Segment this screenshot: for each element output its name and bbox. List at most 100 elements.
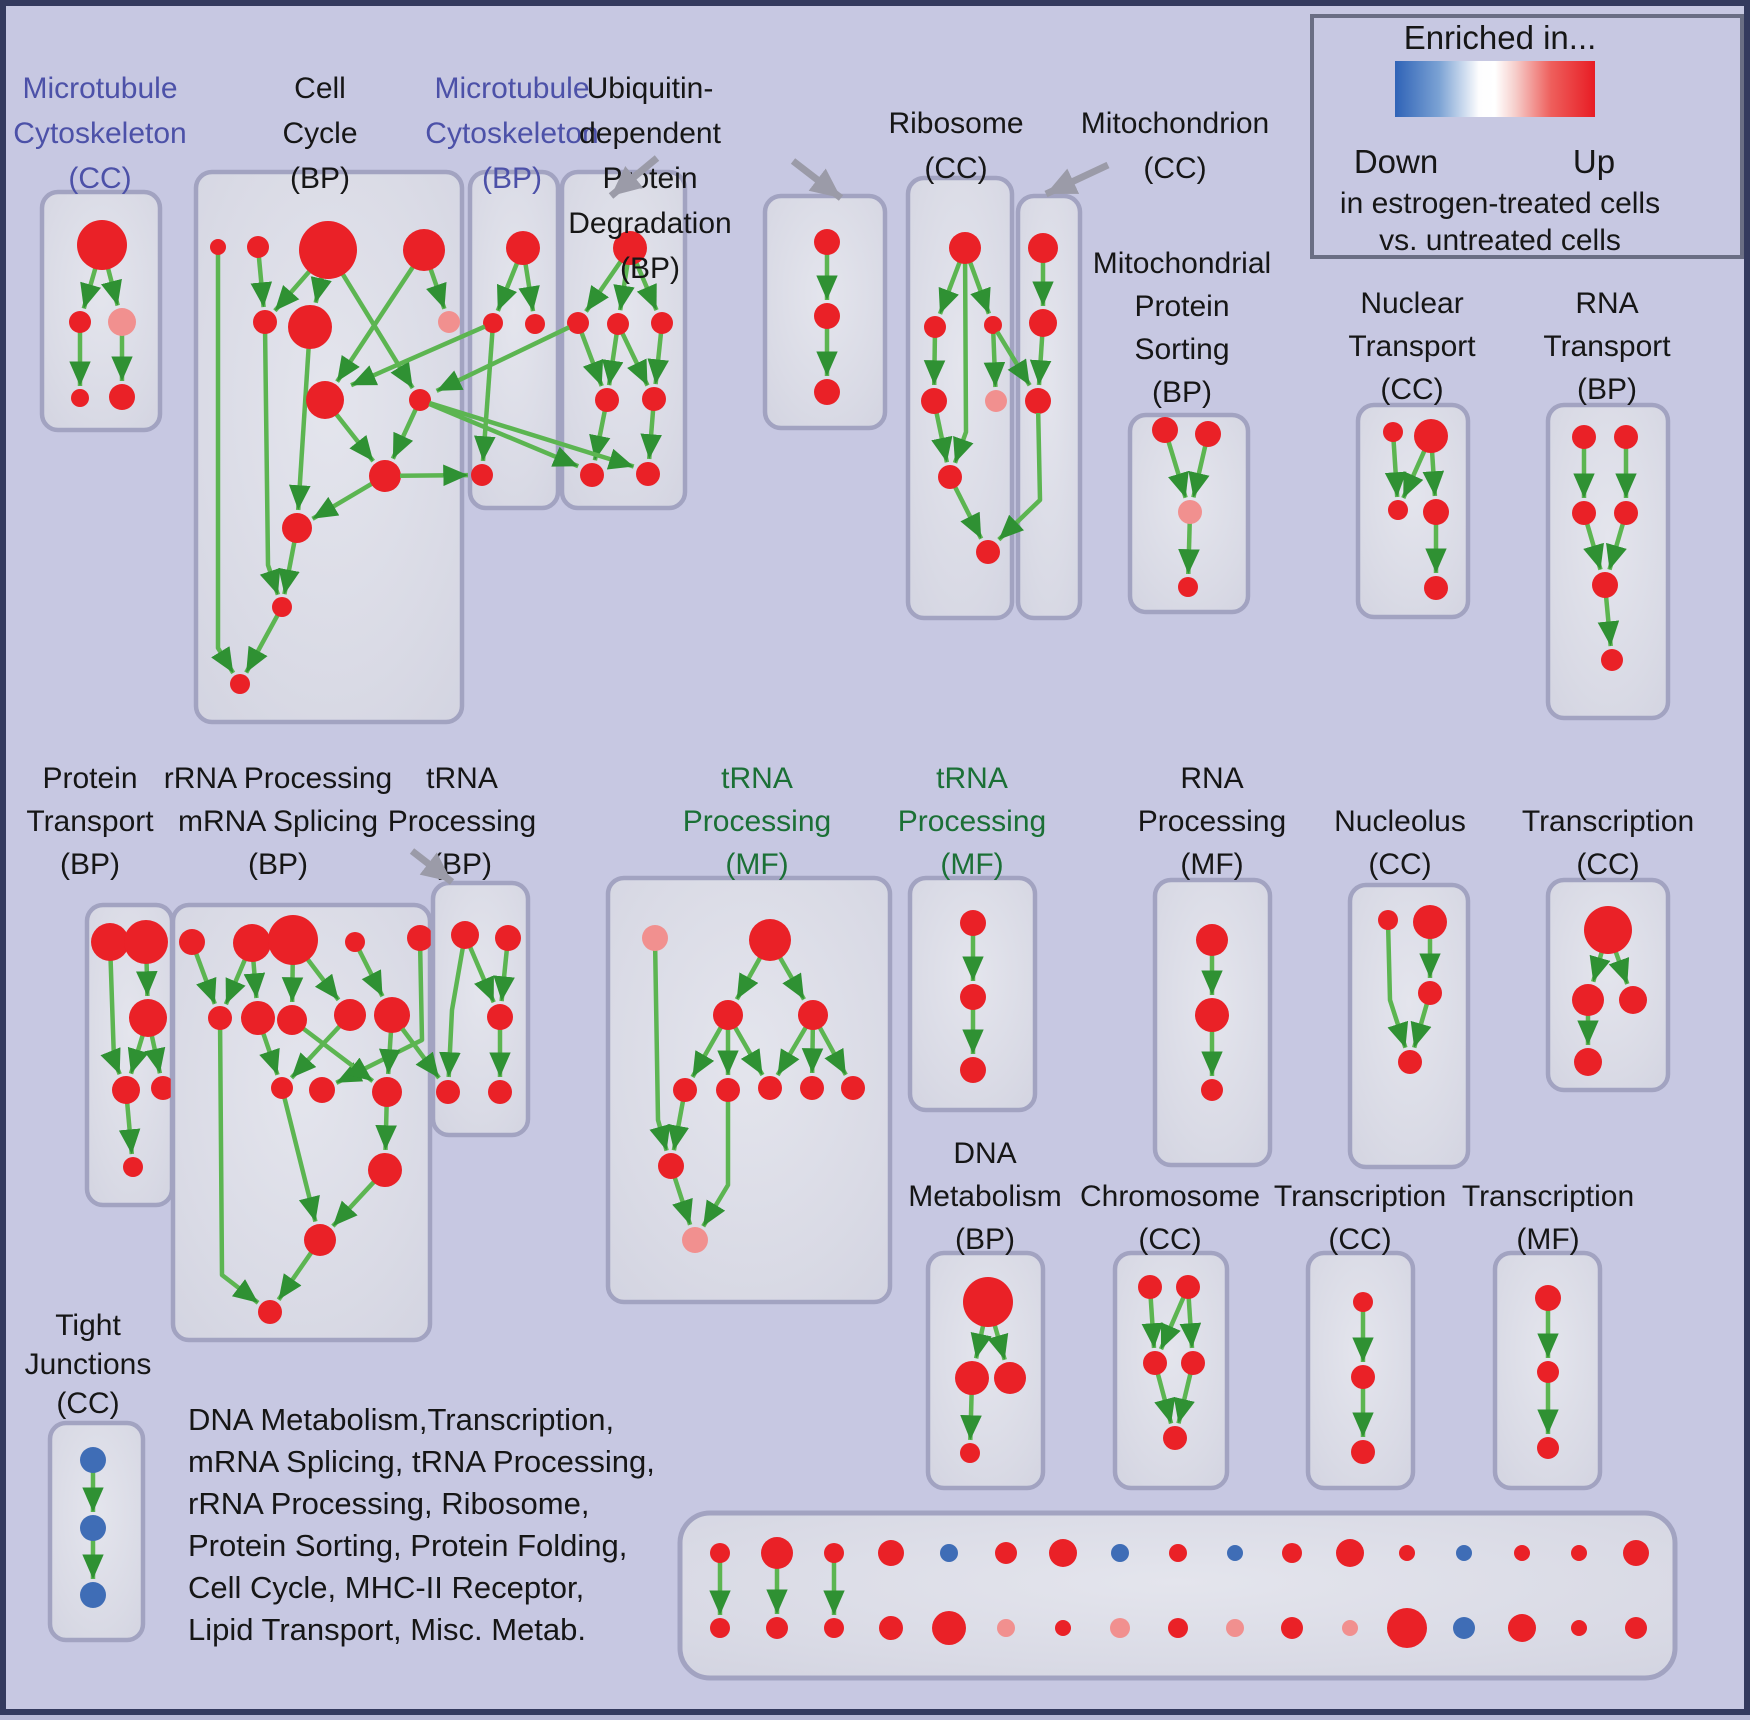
cluster-label-mitochondrion: Mitochondrion	[1081, 107, 1269, 140]
edge	[775, 1025, 808, 1077]
edge	[495, 262, 520, 312]
edge	[289, 347, 311, 511]
graph-node	[80, 1447, 106, 1473]
cluster-label-microtubule-bp: (BP)	[482, 162, 542, 195]
cluster-label-cell-cycle: Cycle	[282, 117, 357, 150]
graph-node	[1537, 1361, 1559, 1383]
graph-node	[994, 1362, 1026, 1394]
graph-node	[1571, 1545, 1587, 1561]
cluster-label-mito-protein-sorting: (BP)	[1152, 376, 1212, 409]
cluster-rna-processing-mf: RNA Processing (MF)	[1138, 762, 1286, 1168]
edge	[952, 262, 974, 464]
edge	[474, 331, 496, 462]
graph-node	[580, 463, 604, 487]
edge	[400, 1027, 441, 1080]
edge	[217, 1028, 260, 1305]
edge	[1422, 451, 1445, 497]
graph-node	[1623, 1540, 1649, 1566]
graph-node	[1508, 1614, 1536, 1642]
edge	[211, 254, 236, 675]
cluster-ribosome: Ribosome (CC)	[888, 107, 1024, 621]
graph-node	[1574, 1048, 1602, 1076]
edge	[1597, 596, 1620, 647]
graph-node	[309, 1077, 335, 1103]
cluster-label-cell-cycle: Cell	[294, 72, 346, 105]
edge	[289, 1024, 342, 1080]
cluster-label-protein-transport: (BP)	[60, 848, 120, 881]
bottom-pairs-cluster	[677, 1510, 1678, 1681]
graph-node	[1110, 1618, 1130, 1638]
cluster-transcription-cc-row3: Transcription (CC)	[1274, 1180, 1446, 1491]
graph-node	[716, 1078, 740, 1102]
cluster-label-dna-metabolism: Metabolism	[908, 1180, 1061, 1213]
graph-node	[1152, 417, 1178, 443]
graph-node	[1138, 1275, 1162, 1299]
legend-gradient-bar	[1395, 61, 1595, 117]
cluster-label-rna-transport: Transport	[1543, 330, 1671, 363]
cluster-nucleolus: Nucleolus (CC)	[1334, 805, 1471, 1170]
graph-node	[1572, 501, 1596, 525]
graph-node	[483, 313, 503, 333]
bottom-pairs-box	[677, 1510, 1678, 1681]
graph-node	[949, 232, 981, 264]
cluster-rna-transport: RNA Transport (BP)	[1543, 287, 1671, 721]
edge	[375, 1105, 397, 1151]
graph-node	[710, 1618, 730, 1638]
graph-node	[288, 305, 332, 349]
edge	[276, 1251, 314, 1301]
graph-node	[268, 915, 318, 965]
cluster-label-nuclear-transport: Transport	[1348, 330, 1476, 363]
edge	[584, 259, 623, 313]
graph-node	[409, 389, 431, 411]
edge	[399, 464, 469, 487]
edge	[1179, 1297, 1202, 1349]
graph-node	[924, 316, 946, 338]
cluster-label-trna-processing-mf-1: Processing	[683, 805, 831, 838]
cluster-label-transcription-cc-row2: Transcription	[1522, 805, 1694, 838]
legend-down-label: Down	[1354, 143, 1438, 180]
edge	[1029, 335, 1052, 386]
cluster-box-chromosome	[1112, 1250, 1230, 1491]
edge	[923, 336, 946, 386]
graph-node	[1025, 388, 1051, 414]
graph-node	[1055, 1620, 1071, 1636]
graph-node	[1418, 981, 1442, 1005]
graph-node	[112, 1076, 140, 1104]
edge	[259, 1032, 280, 1076]
graph-node	[488, 1080, 512, 1104]
graph-node	[80, 1515, 106, 1541]
cluster-label-trna-processing-bp: tRNA	[426, 762, 498, 795]
graph-node	[1353, 1292, 1373, 1312]
gray-pointer-arrow	[409, 848, 455, 885]
graph-node	[1201, 1079, 1223, 1101]
graph-node	[938, 465, 962, 489]
cluster-label-protein-transport: Transport	[26, 805, 154, 838]
cluster-box-nucleolus	[1347, 882, 1471, 1170]
edge	[817, 1026, 848, 1076]
graph-node	[1143, 1351, 1167, 1375]
graph-node	[879, 1616, 903, 1640]
cluster-label-rrna-processing: mRNA Splicing	[178, 805, 378, 838]
graph-node	[1282, 1543, 1302, 1563]
graph-node	[1584, 906, 1632, 954]
graph-node	[841, 1076, 865, 1100]
edge	[80, 267, 102, 310]
edge	[1141, 1297, 1164, 1349]
graph-node	[506, 231, 540, 265]
cluster-label-trna-processing-mf-2: Processing	[898, 805, 1046, 838]
graph-node	[636, 462, 660, 486]
edge	[987, 1324, 1009, 1361]
graph-node	[1619, 986, 1647, 1014]
cluster-chromosome: Chromosome (CC)	[1080, 1180, 1260, 1491]
graph-node	[1414, 419, 1448, 453]
misc-line: Protein Sorting, Protein Folding,	[188, 1528, 627, 1563]
cluster-label-rna-transport: RNA	[1575, 287, 1638, 320]
cluster-label-microtubule-cc: Microtubule	[22, 72, 177, 105]
cluster-box-rrna-processing	[170, 902, 433, 1343]
graph-node	[1351, 1365, 1375, 1389]
edge	[734, 956, 763, 1001]
graph-node	[824, 1618, 844, 1638]
edge	[983, 332, 1006, 388]
